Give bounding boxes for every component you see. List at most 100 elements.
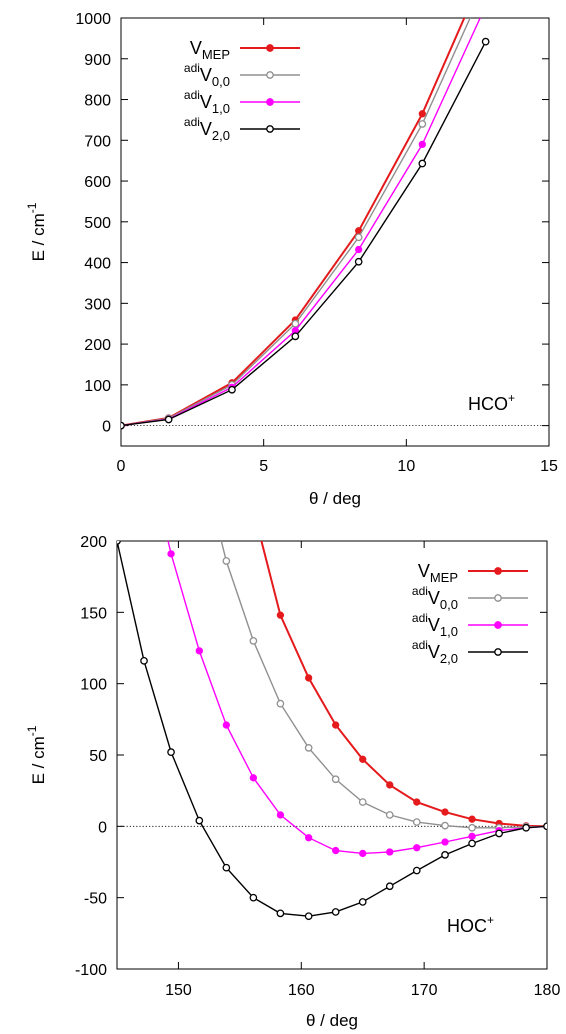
y-tick-label: 700 xyxy=(84,133,111,150)
data-point xyxy=(331,908,340,916)
data-point xyxy=(358,798,367,806)
data-point xyxy=(418,159,427,168)
data-point xyxy=(164,415,173,424)
x-tick-label: 160 xyxy=(288,982,315,999)
y-tick-label: 900 xyxy=(84,52,111,69)
plot-area xyxy=(121,3,490,430)
data-point xyxy=(481,37,490,46)
molecule-annotation: HCO+ xyxy=(468,391,515,414)
data-point xyxy=(276,811,285,819)
data-point xyxy=(354,233,363,242)
y-tick-label: 0 xyxy=(102,419,111,436)
data-point xyxy=(249,893,258,902)
y-tick-label: 500 xyxy=(84,215,111,232)
data-point xyxy=(385,882,394,891)
plot-area xyxy=(117,435,547,921)
data-point xyxy=(418,110,426,118)
y-tick-label: 0 xyxy=(98,819,107,836)
data-point xyxy=(332,846,340,855)
data-point xyxy=(141,435,147,441)
series-line-0-0 xyxy=(220,541,547,829)
data-point xyxy=(385,811,394,819)
legend-marker xyxy=(494,567,502,575)
legend-marker xyxy=(494,648,502,656)
data-point xyxy=(228,385,236,394)
y-tick-label: 100 xyxy=(84,378,111,395)
y-tick-label: -50 xyxy=(84,891,107,908)
data-point xyxy=(196,449,202,455)
series-line-MEP xyxy=(121,18,466,427)
legend-label: adiV1,0 xyxy=(184,88,230,116)
plot-frame xyxy=(120,17,550,447)
data-point xyxy=(412,866,421,875)
y-tick-label: 400 xyxy=(84,256,111,273)
legend-label: adiV2,0 xyxy=(412,638,458,666)
data-point xyxy=(249,637,258,645)
data-point xyxy=(222,721,230,729)
y-tick-label: 100 xyxy=(80,677,107,694)
data-point xyxy=(305,834,313,842)
x-axis-label: θ / deg xyxy=(306,1011,358,1030)
y-tick-label: 150 xyxy=(80,605,107,622)
data-point xyxy=(543,822,547,831)
data-point xyxy=(167,748,175,756)
data-point xyxy=(305,674,313,682)
data-point xyxy=(359,849,367,858)
series-line-MEP xyxy=(260,541,547,828)
data-point xyxy=(222,557,231,565)
data-point xyxy=(117,541,121,545)
molecule-annotation: HOC+ xyxy=(447,913,494,936)
legend-label: adiV0,0 xyxy=(412,584,458,612)
x-tick-label: 10 xyxy=(397,458,415,475)
data-point xyxy=(413,798,421,806)
legend-marker xyxy=(494,621,502,629)
data-point xyxy=(250,507,256,513)
legend-label: VMEP xyxy=(190,38,230,62)
data-point xyxy=(386,781,394,789)
data-point xyxy=(483,3,489,9)
top-chart-hco: 0 5 10 15 0 100 200 300 400 500 600 700 800 900 1000 θ … xyxy=(25,3,558,508)
data-point xyxy=(441,838,449,846)
data-point xyxy=(468,815,476,823)
y-tick-label: 1000 xyxy=(75,11,111,28)
series-line-2-0 xyxy=(117,541,547,917)
data-point xyxy=(354,257,363,266)
data-point xyxy=(412,818,421,826)
legend-label: adiV0,0 xyxy=(184,61,230,89)
data-point xyxy=(495,829,503,838)
y-tick-label: 800 xyxy=(84,93,111,110)
data-point xyxy=(468,839,476,848)
legend-label: adiV1,0 xyxy=(412,611,458,639)
x-tick-label: 0 xyxy=(117,458,126,475)
y-tick-label: 200 xyxy=(80,534,107,551)
legend-marker xyxy=(266,71,274,79)
data-point xyxy=(468,823,476,832)
x-tick-label: 150 xyxy=(165,982,192,999)
x-tick-label: 5 xyxy=(259,458,268,475)
data-point xyxy=(331,775,340,784)
data-point xyxy=(121,421,125,430)
data-point xyxy=(386,848,394,856)
legend-marker xyxy=(266,98,274,106)
data-point xyxy=(291,319,300,328)
data-point xyxy=(276,611,285,619)
x-tick-label: 15 xyxy=(540,458,558,475)
data-point xyxy=(413,844,421,852)
data-point xyxy=(276,699,285,708)
y-axis-label: E / cm-1 xyxy=(25,725,48,784)
y-axis-label: E / cm-1 xyxy=(25,202,48,261)
data-point xyxy=(418,140,426,149)
data-point xyxy=(359,755,367,763)
data-point xyxy=(332,721,340,729)
data-point xyxy=(468,832,476,840)
data-point xyxy=(195,816,204,825)
data-point xyxy=(304,912,313,921)
y-tick-label: 600 xyxy=(84,174,111,191)
y-tick-label: -100 xyxy=(75,962,107,979)
data-point xyxy=(418,120,427,128)
series-line-1-0 xyxy=(167,541,547,855)
data-point xyxy=(441,821,449,830)
